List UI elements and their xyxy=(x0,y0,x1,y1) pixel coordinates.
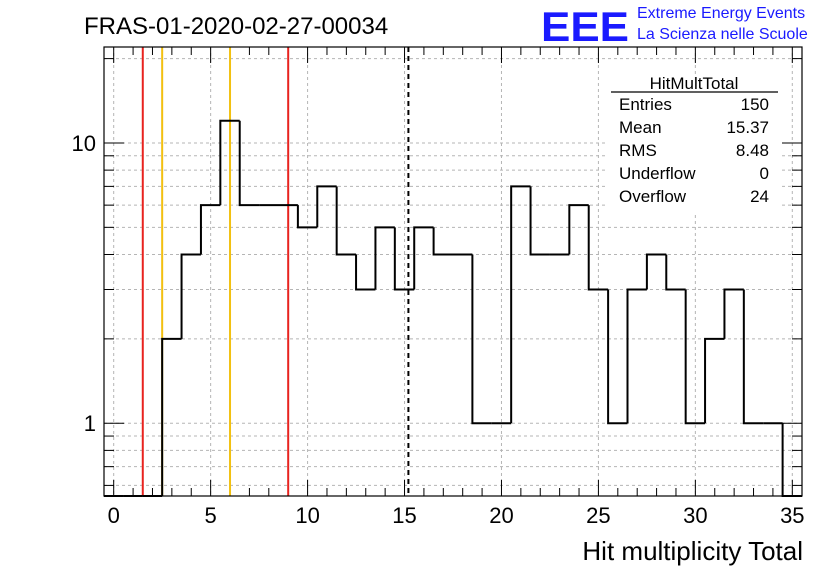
logo-mark: EEE xyxy=(541,3,629,50)
histogram-bin xyxy=(180,253,201,339)
stats-label: Underflow xyxy=(619,164,696,183)
histogram-bin xyxy=(335,186,357,256)
x-tick-label: 5 xyxy=(205,503,217,528)
x-tick-label: 10 xyxy=(295,503,319,528)
histogram-bin xyxy=(626,288,647,424)
tick-labels: 0 5 10 15 20 25 30 35 1 10 xyxy=(72,131,805,528)
eee-logo: EEE Extreme Energy Events La Scienza nel… xyxy=(541,3,808,50)
histogram-bin xyxy=(296,205,318,229)
histogram-bin xyxy=(161,337,182,496)
histogram-bin xyxy=(704,337,725,424)
plot-frame xyxy=(103,46,803,497)
histogram-bin xyxy=(432,227,453,256)
histogram-bin xyxy=(238,120,260,207)
x-tick-label: 25 xyxy=(586,503,610,528)
histogram-bin xyxy=(355,254,376,291)
stats-label: RMS xyxy=(619,141,657,160)
histogram-bin xyxy=(510,185,531,424)
x-tick-label: 20 xyxy=(489,503,513,528)
x-axis-label: Hit multiplicity Total xyxy=(582,536,803,566)
histogram-bin xyxy=(645,253,667,290)
stats-value: 150 xyxy=(741,95,769,114)
histogram-bin xyxy=(413,226,434,290)
x-tick-label: 35 xyxy=(780,503,804,528)
logo-line2: La Scienza nelle Scuole xyxy=(637,26,808,43)
histogram-bin xyxy=(374,226,395,290)
stats-value: 8.48 xyxy=(736,141,769,160)
histogram-bin xyxy=(529,186,550,256)
histogram-bin xyxy=(665,254,686,291)
y-tick-label: 1 xyxy=(84,411,96,436)
x-tick-label: 15 xyxy=(392,503,416,528)
histogram-bin xyxy=(568,204,589,255)
x-tick-label: 30 xyxy=(683,503,707,528)
histogram-bin xyxy=(607,289,628,425)
marker-lines xyxy=(141,47,410,496)
histogram-bin xyxy=(199,204,221,255)
histogram-bin xyxy=(587,205,609,291)
stats-value: 0 xyxy=(760,164,769,183)
histogram-bin xyxy=(471,254,492,425)
histogram-bin xyxy=(723,288,744,339)
chart-title: FRAS-01-2020-02-27-00034 xyxy=(84,13,388,40)
stats-label: Mean xyxy=(619,118,662,137)
stats-label: Entries xyxy=(619,95,672,114)
histogram-bin xyxy=(219,119,240,206)
stats-value: 15.37 xyxy=(726,118,769,137)
y-tick-label: 10 xyxy=(72,131,96,156)
stats-value: 24 xyxy=(750,187,769,206)
stats-box-title: HitMultTotal xyxy=(650,74,739,93)
logo-line1: Extreme Energy Events xyxy=(637,5,805,22)
histogram-bin xyxy=(393,227,415,291)
x-tick-label: 0 xyxy=(108,503,120,528)
stats-label: Overflow xyxy=(619,187,687,206)
stats-box: HitMultTotal Entries 150 Mean 15.37 RMS 8.48 U… xyxy=(607,74,781,213)
histogram-bin xyxy=(684,289,706,425)
histogram-bins xyxy=(104,119,802,497)
histogram-bin xyxy=(742,289,764,425)
histogram-bin xyxy=(316,185,337,228)
